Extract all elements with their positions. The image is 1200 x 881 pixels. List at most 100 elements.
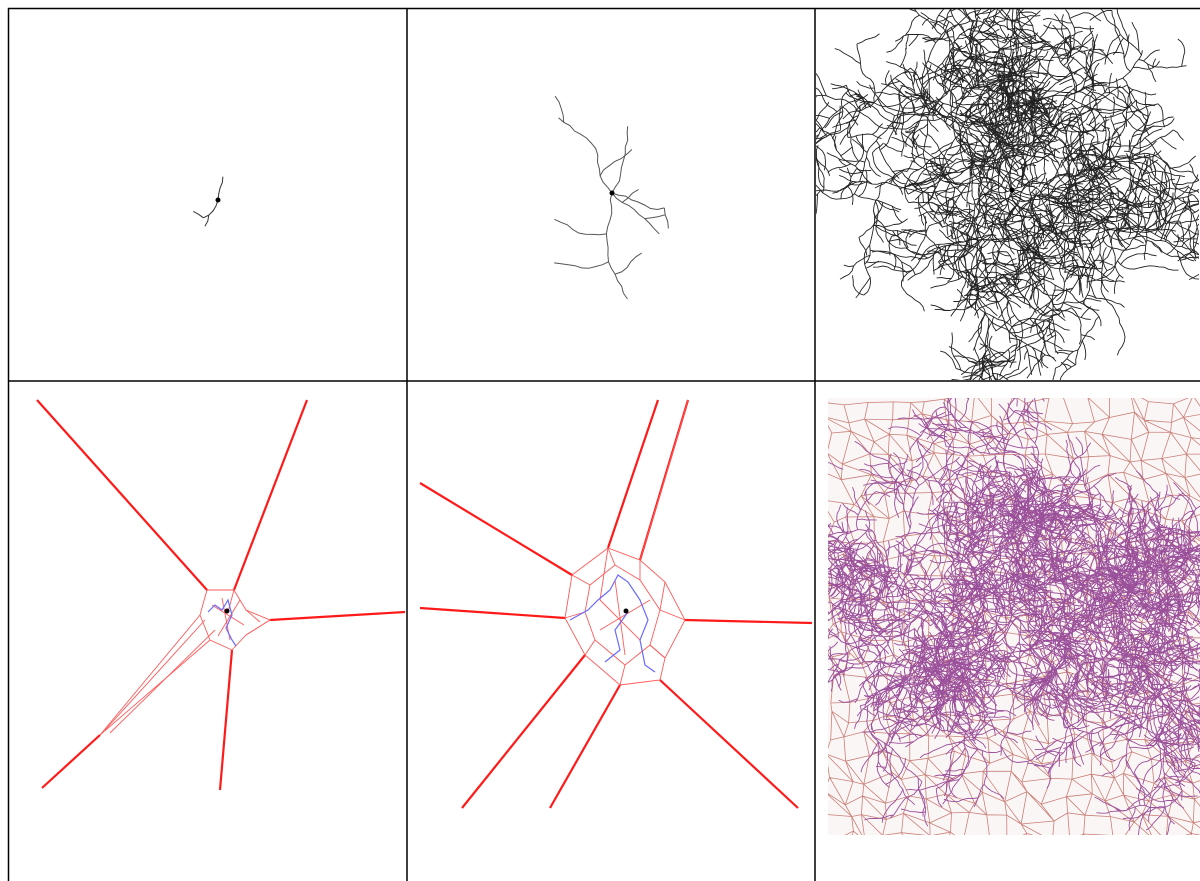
dendrite-branch xyxy=(1143,528,1180,601)
dendrite-branch xyxy=(1075,136,1111,176)
dendrite-branch xyxy=(1153,209,1158,219)
dendrite-branch xyxy=(1088,733,1095,753)
dendrite-branch xyxy=(998,512,1019,517)
dendrite-branch xyxy=(1063,625,1072,633)
dendrite-branch xyxy=(828,576,839,580)
dendrite-branch xyxy=(851,561,858,591)
dendrite-branch xyxy=(945,450,953,485)
dendrite-branch xyxy=(1102,100,1132,119)
dendrite-branch xyxy=(1030,452,1042,464)
dendrite-branch xyxy=(1024,58,1054,64)
dendrite-branch xyxy=(1166,820,1172,835)
dendrite-branch xyxy=(920,622,924,648)
dendrite-branch xyxy=(1159,647,1185,653)
dendrite-branch xyxy=(1028,119,1047,129)
dendrite-branch xyxy=(951,622,976,633)
dendrite-branch xyxy=(875,737,890,788)
dendrite-branch xyxy=(1050,661,1059,695)
dendrite-branch xyxy=(878,552,882,572)
dendrite-branch xyxy=(860,741,879,773)
dendrite-branch xyxy=(983,429,992,436)
dendrite-branch xyxy=(1119,508,1134,515)
dendrite-branch xyxy=(1167,646,1198,651)
dendrite-branch xyxy=(1105,88,1134,141)
dendrite-branch xyxy=(871,152,907,185)
dendrite-branch xyxy=(988,136,1020,152)
dendrite-branch xyxy=(959,687,969,693)
dendrite-branch xyxy=(1173,764,1200,773)
dendrite-branch xyxy=(973,534,981,542)
dendrite-branch xyxy=(967,234,997,240)
dendrite-branch xyxy=(1053,224,1058,235)
dendrite-branch xyxy=(1040,111,1043,127)
dendrite-branch xyxy=(1145,116,1174,127)
dendrite-branch xyxy=(1074,512,1115,542)
dendrite-branch xyxy=(983,705,1017,717)
dendrite-branch xyxy=(1065,743,1068,764)
dendrite-branch xyxy=(1091,143,1115,199)
dendrite-branch xyxy=(966,478,991,501)
dendrite-branch xyxy=(1006,467,1026,471)
dendrite-branch xyxy=(841,502,859,516)
dendrite-branch xyxy=(977,166,992,198)
dendrite-branch xyxy=(1127,508,1139,561)
dendrite-branch xyxy=(997,573,1018,589)
dendrite-branch xyxy=(1124,724,1142,735)
dendrite-branch xyxy=(982,374,994,380)
dendrite-branch xyxy=(1126,619,1155,638)
dendrite-branch xyxy=(1076,668,1081,698)
dendrite-branch xyxy=(869,464,889,483)
dendrite-branch xyxy=(985,20,1040,50)
dendrite-branch xyxy=(912,637,919,647)
dendrite-branch xyxy=(1077,211,1082,231)
dendrite-branch xyxy=(1111,140,1122,146)
dendrite-branch xyxy=(947,570,958,588)
dendrite-branch xyxy=(1015,213,1041,217)
dendrite-branch xyxy=(554,261,609,269)
dendrite-branch xyxy=(941,505,958,557)
dendrite-branch xyxy=(1062,579,1097,586)
dendrite-branch xyxy=(828,630,893,673)
dendrite-branch xyxy=(856,33,880,45)
dendrite-branch xyxy=(940,350,957,369)
dendrite-branch xyxy=(828,601,844,616)
dendrite-branch xyxy=(911,180,936,186)
dendrite-branch xyxy=(1079,124,1102,137)
dendrite-branch xyxy=(816,157,831,176)
dendrite-branch xyxy=(1020,583,1026,603)
dendrite-branch xyxy=(1062,563,1121,582)
dendrite-branch xyxy=(1088,551,1120,569)
dendrite-branch xyxy=(969,463,982,507)
dendrite-branch xyxy=(992,593,999,613)
dendrite-branch xyxy=(1069,131,1073,157)
dendrite-branch xyxy=(929,552,942,580)
dendrite-branch xyxy=(866,557,877,562)
dendrite-branch xyxy=(1043,129,1059,150)
dendrite-branch xyxy=(1080,334,1096,341)
dendrite-branch xyxy=(975,72,984,80)
dendrite-branch xyxy=(1147,556,1200,600)
dendrite-branch xyxy=(1008,659,1037,670)
dendrite-branch xyxy=(1065,110,1074,155)
dendrite-branch xyxy=(896,93,901,118)
dendrite-branch xyxy=(1117,222,1127,251)
dendrite-branch xyxy=(1093,680,1136,696)
dendrite-branch xyxy=(849,122,859,161)
dendrite-branch xyxy=(880,570,920,578)
dendrite-branch xyxy=(959,231,972,249)
dendrite-branch xyxy=(979,538,985,554)
dendrite-branch xyxy=(901,171,924,203)
dendrite-branch xyxy=(1195,214,1199,221)
dendrite-branch xyxy=(939,245,947,276)
dendrite-branch xyxy=(1172,179,1199,186)
dendrite-branch xyxy=(1107,601,1118,640)
dendrite-branch xyxy=(1168,775,1184,778)
dendrite-branch xyxy=(944,45,963,95)
dendrite-branch xyxy=(1079,697,1087,727)
dendrite-branch xyxy=(979,30,1008,43)
dendrite-branch xyxy=(908,9,917,12)
dendrite-branch xyxy=(1037,62,1041,78)
dendrite-branch xyxy=(953,355,978,363)
dendrite-branch xyxy=(881,580,898,598)
dendrite-branch xyxy=(913,627,919,648)
